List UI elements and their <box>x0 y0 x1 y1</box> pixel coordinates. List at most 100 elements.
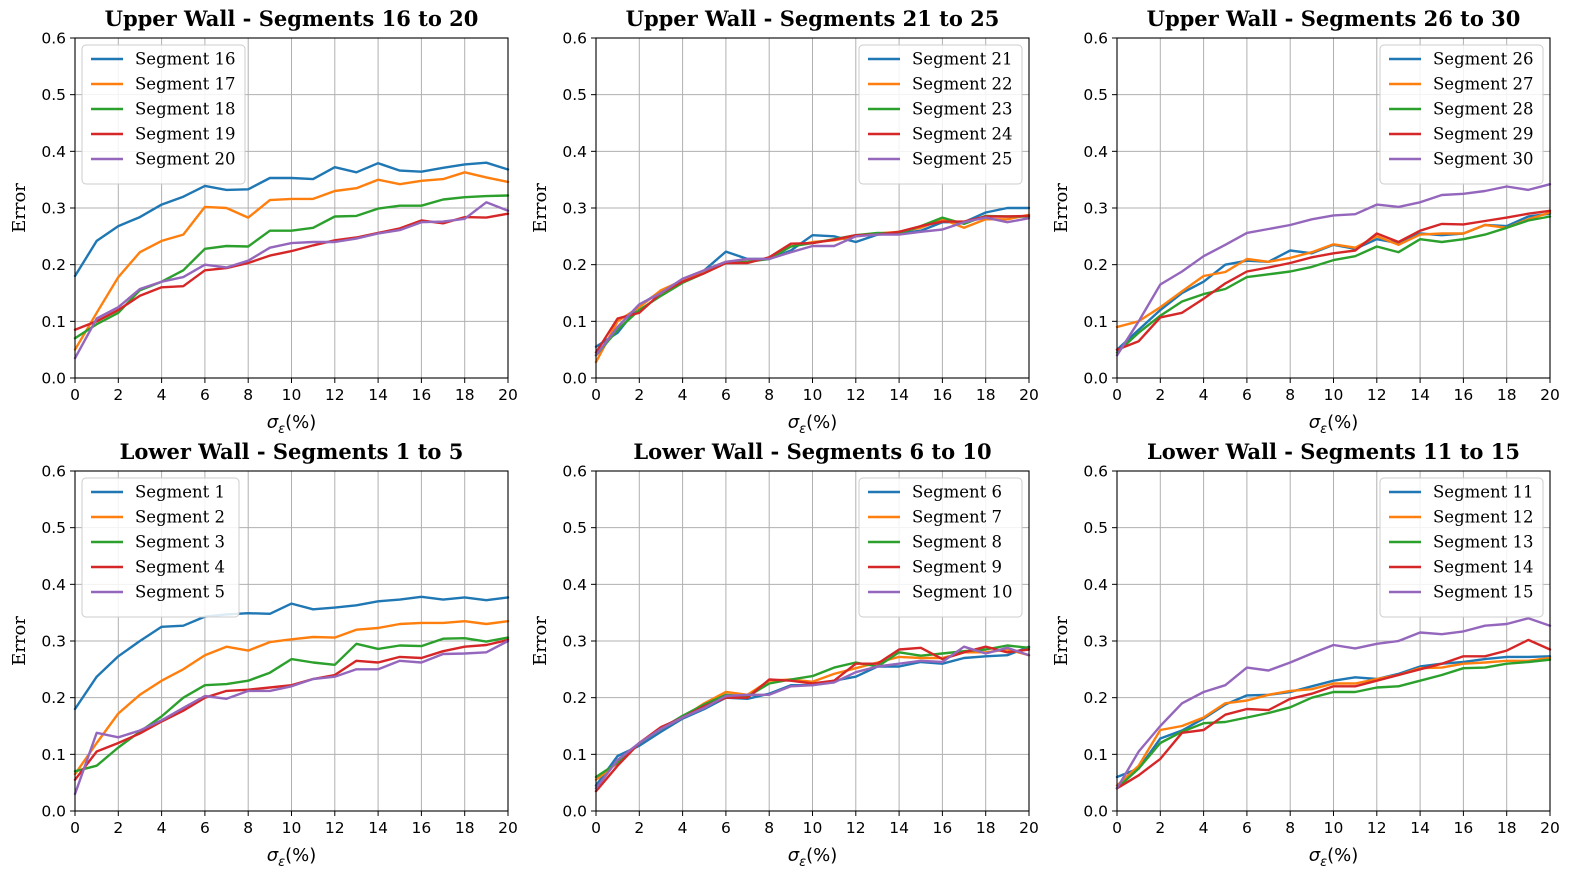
legend-box <box>1379 44 1544 185</box>
legend-box <box>858 477 1023 618</box>
x-tick-label: 2 <box>113 386 123 404</box>
y-tick-label: 0.0 <box>41 370 66 388</box>
chart-panel-2: Upper Wall - Segments 21 to 25 0 2 4 6 8 10 12 1… <box>530 6 1039 437</box>
x-tick-label: 10 <box>803 386 823 404</box>
y-tick-label: 0.0 <box>562 803 587 821</box>
x-tick-label: 20 <box>1019 819 1039 837</box>
y-tick-label: 0.4 <box>562 143 587 161</box>
legend-label: Segment 14 <box>1433 558 1534 577</box>
series-line-segment-20 <box>73 201 510 360</box>
x-tick-label: 20 <box>498 819 518 837</box>
x-tick-label: 6 <box>1242 819 1252 837</box>
x-axis-label: σε(%) <box>1309 845 1359 870</box>
plot-frame <box>74 37 509 379</box>
legend-box <box>81 44 246 185</box>
y-tick-label: 0.1 <box>1083 746 1108 764</box>
y-tick-label: 0.4 <box>1083 143 1108 161</box>
x-axis-label: σε(%) <box>788 412 838 437</box>
x-tick-label: 14 <box>889 819 909 837</box>
y-axis-label: Error <box>530 183 551 233</box>
plot-frame <box>595 470 1030 812</box>
legend-label: Segment 11 <box>1433 483 1534 502</box>
y-tick-label: 0.2 <box>1083 256 1108 274</box>
legend-label: Segment 24 <box>912 125 1013 144</box>
y-tick-label: 0.1 <box>41 313 66 331</box>
x-tick-label: 12 <box>846 819 866 837</box>
x-tick-label: 6 <box>200 386 210 404</box>
x-tick-label: 8 <box>243 386 253 404</box>
legend-box <box>1379 477 1544 618</box>
chart-title: Lower Wall - Segments 1 to 5 <box>120 439 464 464</box>
x-tick-label: 8 <box>764 819 774 837</box>
y-tick-label: 0.5 <box>41 86 66 104</box>
chart-title: Upper Wall - Segments 26 to 30 <box>1147 6 1521 31</box>
y-tick-label: 0.4 <box>562 576 587 594</box>
x-tick-label: 14 <box>889 386 909 404</box>
x-tick-label: 14 <box>368 819 388 837</box>
legend-label: Segment 7 <box>912 508 1002 527</box>
y-tick-label: 0.2 <box>41 689 66 707</box>
y-tick-label: 0.5 <box>562 519 587 537</box>
y-axis-label: Error <box>1051 616 1072 666</box>
series-line-segment-14 <box>1115 638 1552 790</box>
chart-title: Upper Wall - Segments 21 to 25 <box>626 6 1000 31</box>
legend-label: Segment 2 <box>135 508 225 527</box>
x-tick-label: 16 <box>412 819 432 837</box>
series-line-segment-29 <box>1115 209 1552 351</box>
x-tick-label: 10 <box>282 819 302 837</box>
legend-label: Segment 27 <box>1433 75 1534 94</box>
x-tick-label: 20 <box>1019 386 1039 404</box>
x-tick-label: 20 <box>1540 386 1560 404</box>
x-tick-label: 18 <box>1497 819 1517 837</box>
y-tick-label: 0.1 <box>41 746 66 764</box>
series-line-segment-10 <box>594 645 1031 790</box>
x-tick-label: 8 <box>1285 386 1295 404</box>
x-tick-label: 8 <box>764 386 774 404</box>
series-line-segment-12 <box>1115 656 1552 787</box>
x-tick-label: 0 <box>70 386 80 404</box>
legend-label: Segment 25 <box>912 150 1013 169</box>
x-tick-label: 18 <box>976 386 996 404</box>
x-tick-label: 10 <box>803 819 823 837</box>
legend-label: Segment 20 <box>135 150 236 169</box>
x-tick-label: 6 <box>721 819 731 837</box>
x-tick-label: 6 <box>1242 386 1252 404</box>
series-line-segment-11 <box>1115 655 1552 779</box>
series-line-segment-16 <box>73 161 510 278</box>
y-tick-label: 0.1 <box>562 313 587 331</box>
y-tick-label: 0.0 <box>562 370 587 388</box>
legend-label: Segment 13 <box>1433 533 1534 552</box>
x-tick-label: 2 <box>634 819 644 837</box>
legend-label: Segment 10 <box>912 583 1013 602</box>
chart-title: Lower Wall - Segments 11 to 15 <box>1147 439 1520 464</box>
x-tick-label: 4 <box>157 386 167 404</box>
y-tick-label: 0.5 <box>562 86 587 104</box>
legend-label: Segment 5 <box>135 583 225 602</box>
y-tick-label: 0.3 <box>1083 633 1108 651</box>
x-tick-label: 12 <box>325 819 345 837</box>
x-tick-label: 4 <box>678 819 688 837</box>
y-tick-label: 0.1 <box>1083 313 1108 331</box>
chart-panel-6: Lower Wall - Segments 11 to 15 0 2 4 6 8 10 12 1… <box>1051 439 1560 870</box>
legend-box <box>858 44 1023 185</box>
x-tick-label: 0 <box>591 386 601 404</box>
y-tick-label: 0.6 <box>1083 463 1108 481</box>
x-tick-label: 10 <box>1324 819 1344 837</box>
x-tick-label: 2 <box>1155 819 1165 837</box>
x-tick-label: 20 <box>498 386 518 404</box>
x-tick-label: 14 <box>368 386 388 404</box>
legend-label: Segment 18 <box>135 100 236 119</box>
legend-label: Segment 12 <box>1433 508 1534 527</box>
x-tick-label: 16 <box>933 819 953 837</box>
x-tick-label: 18 <box>1497 386 1517 404</box>
x-tick-label: 12 <box>1367 819 1387 837</box>
x-tick-label: 12 <box>846 386 866 404</box>
x-tick-label: 2 <box>634 386 644 404</box>
y-tick-label: 0.2 <box>562 689 587 707</box>
x-tick-label: 18 <box>976 819 996 837</box>
x-tick-label: 16 <box>933 386 953 404</box>
x-axis-label: σε(%) <box>1309 412 1359 437</box>
legend-label: Segment 4 <box>135 558 225 577</box>
y-tick-label: 0.0 <box>1083 370 1108 388</box>
